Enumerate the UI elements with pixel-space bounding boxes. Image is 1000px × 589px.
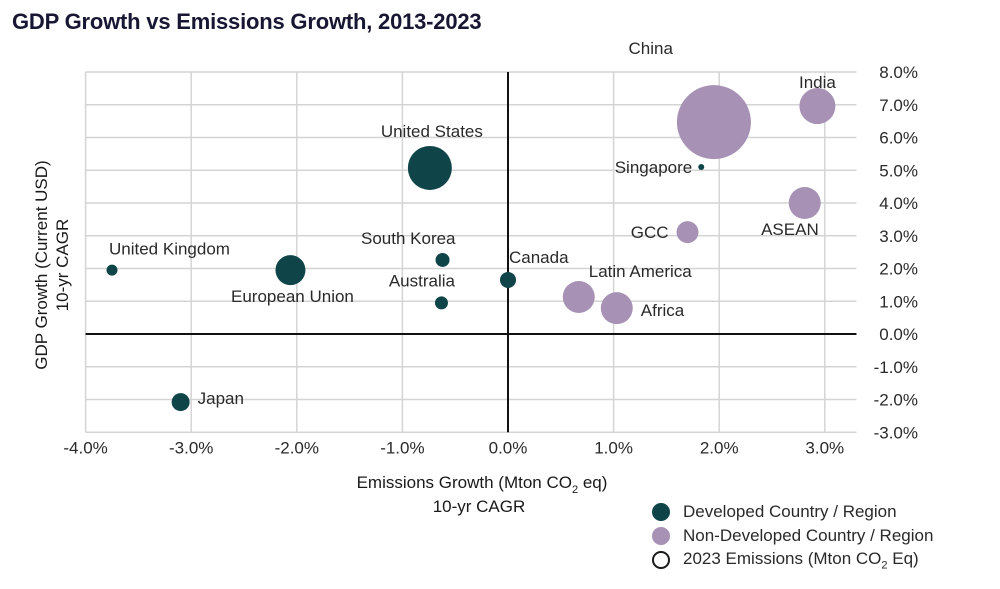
bubble-asean <box>788 187 821 219</box>
legend-item-emissions-size: 2023 Emissions (Mton CO2 Eq) <box>652 548 933 572</box>
legend-swatch-size-outline <box>652 551 670 569</box>
x-tick-label: -3.0% <box>169 438 213 457</box>
x-axis-title: Emissions Growth (Mton CO2 eq) <box>357 473 608 496</box>
bubble-africa <box>600 292 633 325</box>
y-axis-subtitle: 10-yr CAGR <box>53 219 72 312</box>
legend: Developed Country / Region Non-Developed… <box>652 500 933 572</box>
bubble-canada <box>500 271 516 288</box>
point-label-singapore: Singapore <box>615 158 693 177</box>
x-axis-title-tail: eq) <box>578 473 607 492</box>
point-label-united-kingdom: United Kingdom <box>109 240 230 259</box>
bubble-india <box>799 88 836 125</box>
point-label-africa: Africa <box>641 301 685 320</box>
bubble-singapore <box>698 163 705 170</box>
y-tick-label: 0.0% <box>879 325 918 344</box>
legend-label-emissions-main: 2023 Emissions (Mton CO <box>683 548 882 568</box>
point-label-south-korea: South Korea <box>361 229 456 248</box>
x-axis-subtitle: 10-yr CAGR <box>433 497 526 516</box>
point-label-australia: Australia <box>389 271 456 290</box>
point-label-india: India <box>799 73 836 92</box>
y-tick-label: 8.0% <box>879 63 918 82</box>
bubble-south-korea <box>435 252 450 267</box>
bubble-japan <box>171 393 190 412</box>
bubble-latin-america <box>562 280 595 313</box>
point-label-united-states: United States <box>381 122 483 141</box>
bubble-australia <box>434 296 448 310</box>
x-tick-label: -2.0% <box>275 438 319 457</box>
legend-swatch-developed <box>652 503 670 521</box>
zero-axes <box>85 72 857 433</box>
legend-swatch-non-developed <box>652 527 670 545</box>
point-label-latin-america: Latin America <box>589 262 693 281</box>
x-axis-title-sub: 2 <box>572 484 578 496</box>
bubble-united-states <box>407 145 452 190</box>
point-labels: China United States India ASEAN Latin Americ… <box>109 39 836 408</box>
bubble-united-kingdom <box>106 264 118 276</box>
y-tick-label: 6.0% <box>879 129 918 148</box>
x-tick-labels: -4.0% -3.0% -2.0% -1.0% 0.0% 1.0% 2.0% 3.0% <box>63 438 844 457</box>
legend-label-emissions-tail: Eq) <box>887 548 919 568</box>
y-tick-label: -2.0% <box>874 391 918 410</box>
legend-label-developed: Developed Country / Region <box>683 502 897 521</box>
point-label-china: China <box>628 39 673 58</box>
bubble-china <box>676 85 751 160</box>
bubble-gcc <box>676 221 699 244</box>
point-label-asean: ASEAN <box>761 220 819 239</box>
y-tick-label: 4.0% <box>879 194 918 213</box>
gridlines <box>84 71 857 433</box>
point-label-european-union: European Union <box>231 287 354 306</box>
point-label-gcc: GCC <box>631 223 669 242</box>
point-label-japan: Japan <box>198 389 244 408</box>
y-tick-label: -1.0% <box>874 358 918 377</box>
x-tick-label: 1.0% <box>594 438 633 457</box>
y-tick-label: 1.0% <box>879 292 918 311</box>
y-tick-label: 2.0% <box>879 260 918 279</box>
legend-label-emissions-size: 2023 Emissions (Mton CO2 Eq) <box>683 549 919 571</box>
x-tick-label: 0.0% <box>489 438 528 457</box>
y-tick-label: 7.0% <box>879 96 918 115</box>
data-points <box>106 85 836 412</box>
bubble-european-union <box>275 255 306 286</box>
point-label-canada: Canada <box>509 248 569 267</box>
legend-label-non-developed: Non-Developed Country / Region <box>683 526 934 545</box>
y-axis-title: GDP Growth (Current USD) <box>32 160 51 369</box>
y-tick-label: -3.0% <box>874 423 918 442</box>
legend-item-developed: Developed Country / Region <box>652 500 933 524</box>
x-tick-label: -4.0% <box>63 438 107 457</box>
x-axis-title-main: Emissions Growth (Mton CO <box>357 473 572 492</box>
x-tick-label: 2.0% <box>700 438 739 457</box>
x-tick-label: 3.0% <box>805 438 844 457</box>
y-tick-label: 3.0% <box>879 227 918 246</box>
legend-label-emissions-sub: 2 <box>881 559 888 572</box>
x-tick-label: -1.0% <box>380 438 424 457</box>
y-tick-label: 5.0% <box>879 161 918 180</box>
chart-title: GDP Growth vs Emissions Growth, 2013-202… <box>12 9 482 34</box>
y-tick-labels: 8.0% 7.0% 6.0% 5.0% 4.0% 3.0% 2.0% 1.0% 0.0% -1.0… <box>874 63 918 442</box>
legend-item-non-developed: Non-Developed Country / Region <box>652 524 933 548</box>
